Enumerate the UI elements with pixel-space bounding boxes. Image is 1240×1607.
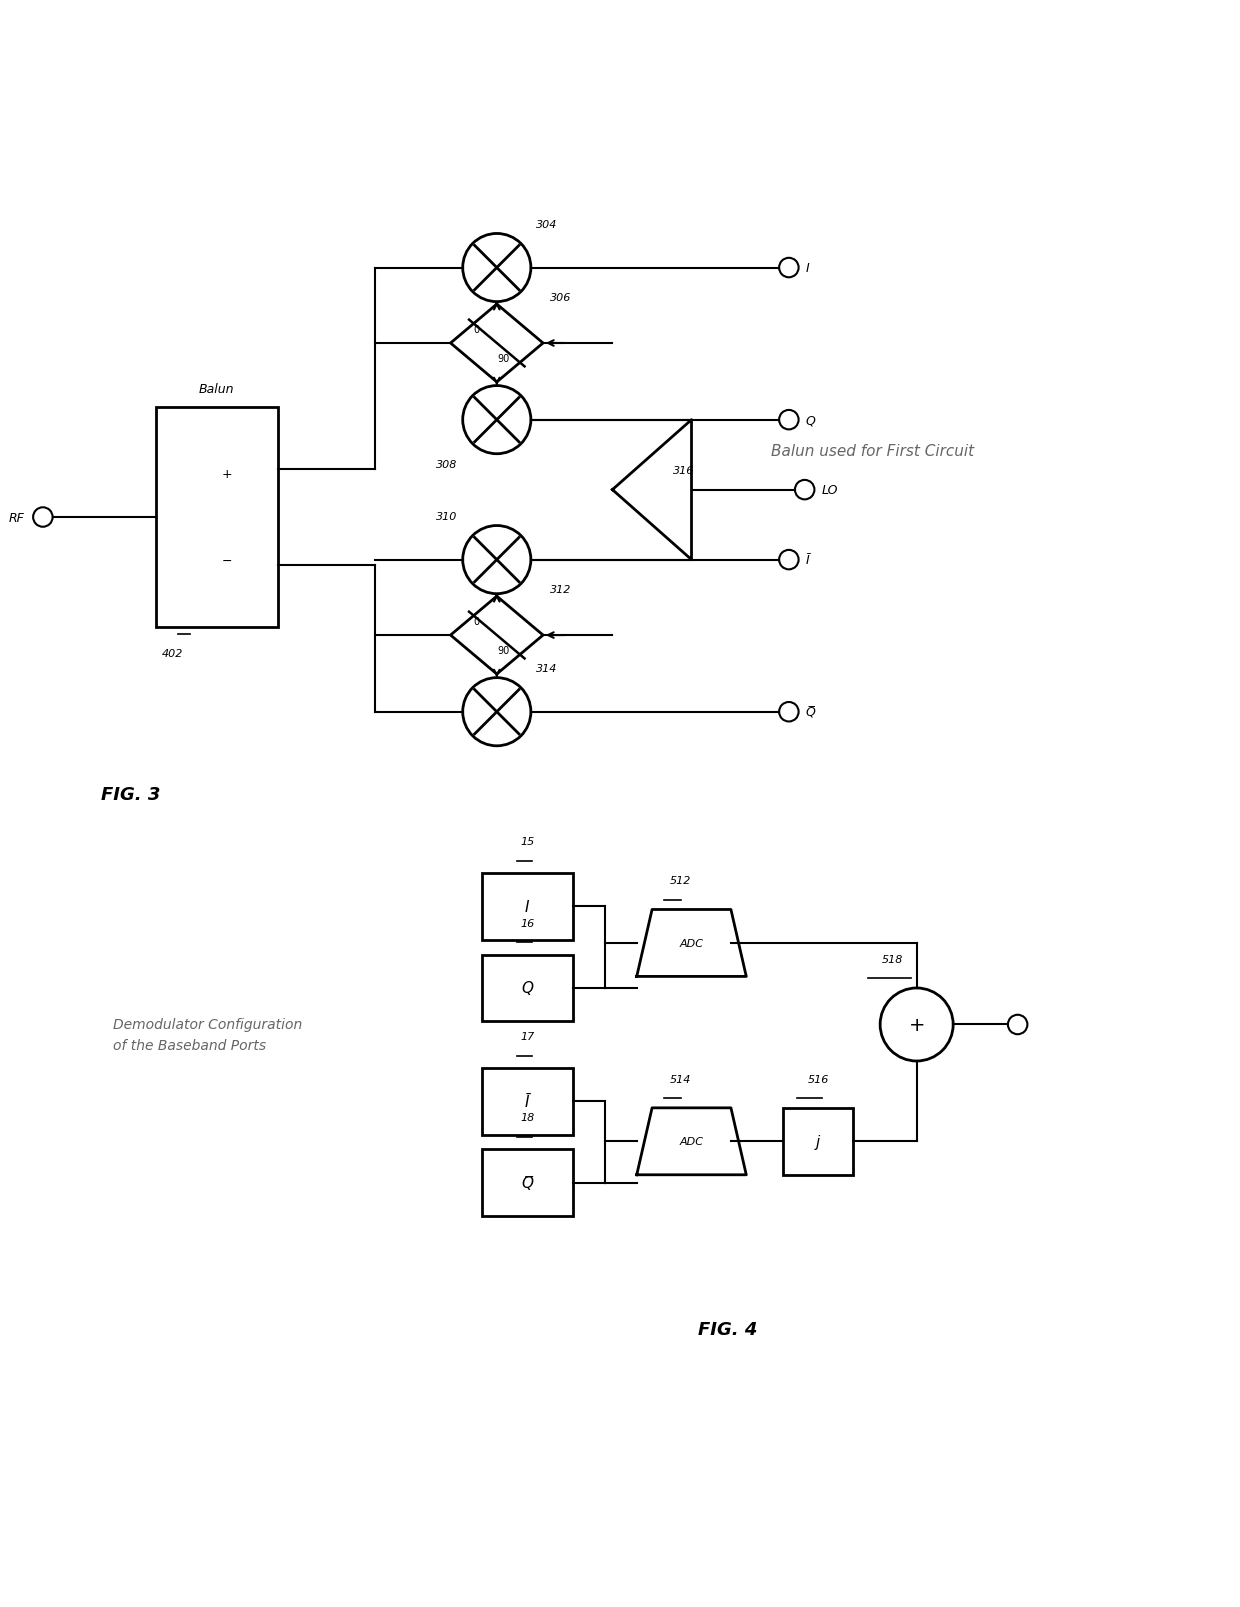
Text: 18: 18 bbox=[520, 1112, 534, 1123]
Text: 15: 15 bbox=[520, 837, 534, 847]
Text: 90: 90 bbox=[497, 646, 510, 656]
Text: RF: RF bbox=[9, 511, 25, 524]
Text: j: j bbox=[816, 1135, 820, 1149]
Text: 16: 16 bbox=[520, 918, 534, 929]
Text: Demodulator Configuration
of the Baseband Ports: Demodulator Configuration of the Baseban… bbox=[113, 1017, 303, 1053]
Text: 516: 516 bbox=[807, 1073, 828, 1083]
Text: 17: 17 bbox=[520, 1032, 534, 1041]
Text: FIG. 3: FIG. 3 bbox=[102, 786, 161, 804]
Text: 518: 518 bbox=[882, 955, 903, 964]
Text: 514: 514 bbox=[670, 1073, 691, 1083]
Text: −: − bbox=[222, 554, 232, 567]
Text: Balun: Balun bbox=[200, 382, 234, 395]
Text: 0: 0 bbox=[472, 617, 479, 627]
Text: +: + bbox=[909, 1016, 925, 1035]
Text: Q̅: Q̅ bbox=[521, 1175, 533, 1191]
Text: 308: 308 bbox=[436, 460, 458, 469]
Text: +: + bbox=[221, 468, 232, 480]
Text: I: I bbox=[525, 900, 529, 914]
Text: 0: 0 bbox=[472, 325, 479, 336]
Text: LO: LO bbox=[822, 484, 838, 497]
Text: ADC: ADC bbox=[680, 1136, 703, 1147]
Text: Q: Q bbox=[521, 980, 533, 996]
Text: Q̅: Q̅ bbox=[806, 705, 816, 718]
Text: 402: 402 bbox=[162, 649, 184, 659]
Text: Balun used for First Circuit: Balun used for First Circuit bbox=[770, 444, 973, 458]
Text: FIG. 4: FIG. 4 bbox=[698, 1321, 756, 1339]
Text: 312: 312 bbox=[551, 585, 572, 595]
Text: Ī: Ī bbox=[806, 554, 810, 567]
Text: 316: 316 bbox=[673, 466, 694, 476]
Text: 90: 90 bbox=[497, 354, 510, 363]
Text: 314: 314 bbox=[536, 664, 557, 673]
Text: 304: 304 bbox=[536, 220, 557, 230]
Text: 306: 306 bbox=[551, 292, 572, 302]
Text: Q: Q bbox=[806, 415, 816, 427]
Text: I: I bbox=[806, 262, 810, 275]
Text: ADC: ADC bbox=[680, 938, 703, 948]
Text: Ī: Ī bbox=[525, 1094, 529, 1109]
Text: 310: 310 bbox=[436, 511, 458, 521]
Text: 512: 512 bbox=[670, 876, 691, 885]
